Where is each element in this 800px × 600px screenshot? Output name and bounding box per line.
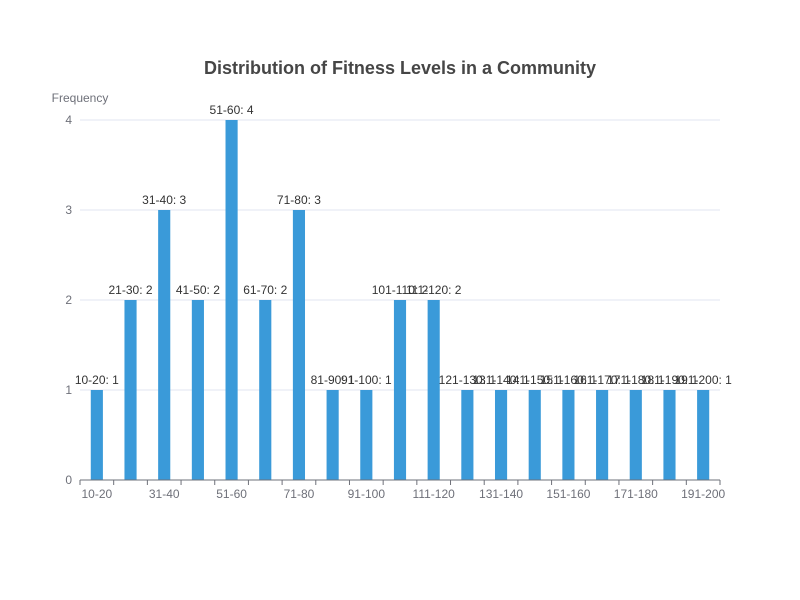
bar-value-label: 91-100: 1 [341,373,392,387]
x-tick-label: 111-120 [413,487,456,501]
axes: 0 1 2 3 4 10-20 31-40 51-60 71-80 91-100 111-120 13… [65,113,725,501]
bar [360,390,373,480]
x-tick-label: 71-80 [284,487,315,501]
x-tick-label: 10-20 [81,487,112,501]
bar-value-label: 151-160: 1 [540,373,598,387]
bar [191,300,204,480]
bar-value-label: 10-20: 1 [75,373,119,387]
x-tick-label: 31-40 [149,487,180,501]
bar [326,390,339,480]
bar [596,390,609,480]
x-tick-label: 151-160 [546,487,590,501]
bar [629,390,642,480]
x-tick-label: 91-100 [348,487,386,501]
bar [90,390,103,480]
y-tick-label: 2 [65,293,72,307]
y-tick-label: 0 [65,473,72,487]
chart-title: Distribution of Fitness Levels in a Comm… [203,58,597,78]
bar-value-label: 51-60: 4 [210,103,254,117]
bar-value-label: 31-40: 3 [142,193,186,207]
bar [124,300,137,480]
x-tick-label: 131-140 [479,487,523,501]
bar [494,390,508,480]
bars [90,120,710,480]
bar-value-label: 101-110: 2 [372,283,429,297]
bar-value-label: 131-140: 1 [472,373,530,387]
x-tick-label: 51-60 [216,487,247,501]
bar [292,210,306,480]
data-labels: 10-20: 1 21-30: 2 31-40: 3 41-50: 2 51-60: 4… [75,103,732,387]
x-tick-label: 191-200 [681,487,725,501]
bar-value-label: 181-190: 1 [641,373,699,387]
x-tick-label: 171-180 [614,487,658,501]
bar [225,120,238,480]
bar-value-label: 111-120: 2 [406,283,462,297]
y-tick-label: 1 [65,383,72,397]
bar [663,390,676,480]
bar [528,390,541,480]
bar-value-label: 141-150: 1 [506,373,564,387]
bar [158,210,171,480]
y-tick-label: 4 [65,113,72,127]
bar-value-label: 21-30: 2 [109,283,153,297]
bar-value-label: 81-90: 1 [311,373,355,387]
bar [461,390,474,480]
bar [393,300,407,480]
y-axis-label: Frequency [52,91,109,105]
bar [562,390,575,480]
bar-value-label: 171-180: 1 [607,373,665,387]
bar-value-label: 161-170: 1 [573,373,631,387]
bar [259,300,272,480]
bar-value-label: 71-80: 3 [277,193,321,207]
y-tick-label: 3 [65,203,72,217]
bar [427,300,440,480]
bar-value-label: 121-130: 1 [439,373,497,387]
bar-value-label: 41-50: 2 [176,283,220,297]
bar [697,390,710,480]
bar-value-label: 61-70: 2 [243,283,287,297]
bar-value-label: 191-200: 1 [674,373,732,387]
